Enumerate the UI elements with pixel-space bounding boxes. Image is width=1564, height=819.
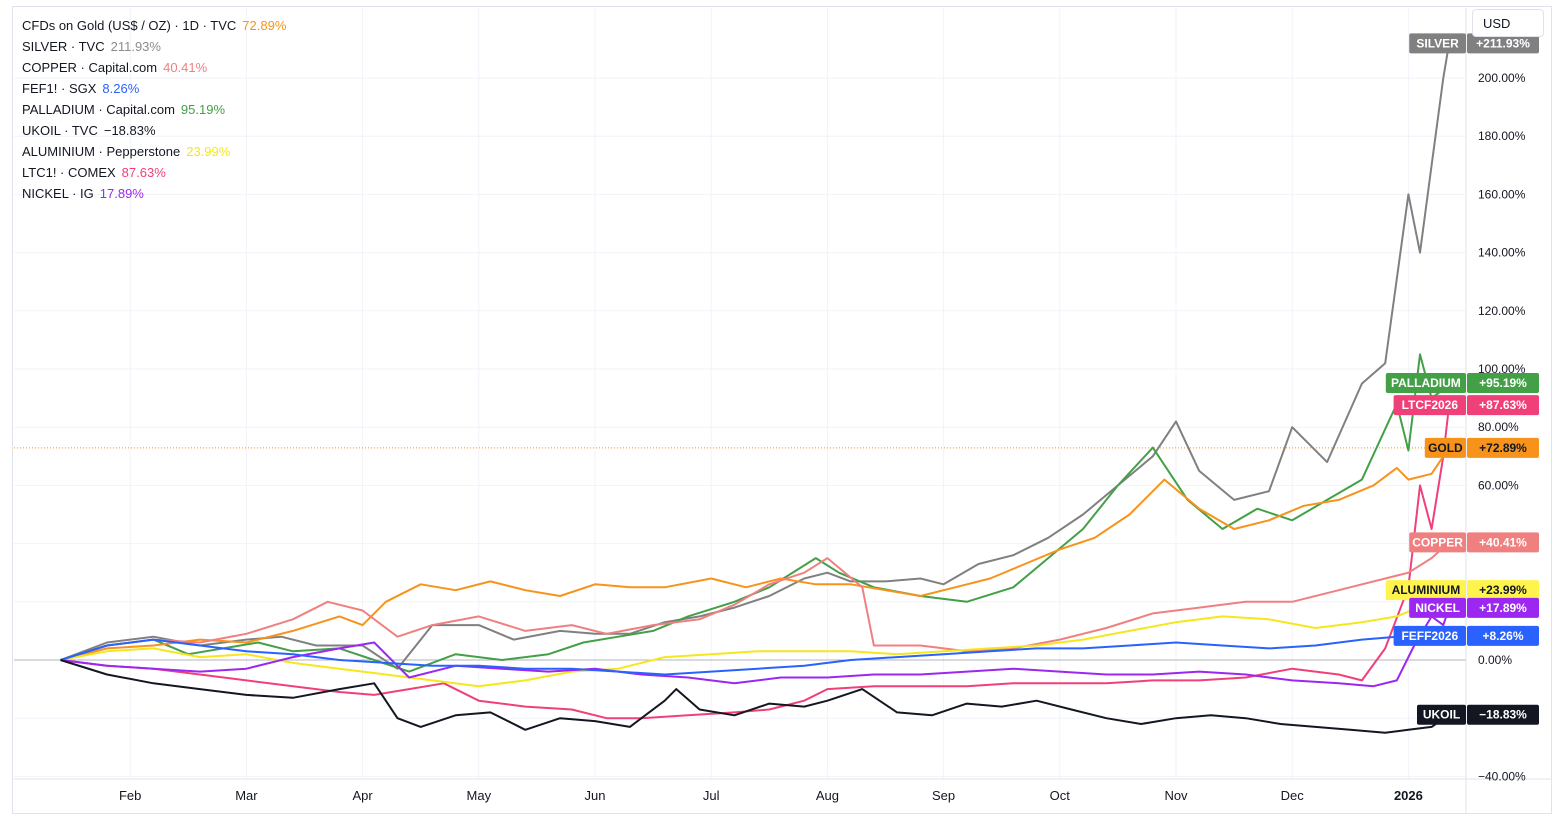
series-line-ukoil[interactable]	[60, 659, 1450, 734]
chart-frame	[12, 6, 1552, 814]
legend-label: CFDs on Gold (US$ / OZ) · 1D · TVC	[22, 18, 237, 33]
legend-item[interactable]: NICKEL · IG 17.89%	[22, 183, 286, 204]
series-tag-aluminium: ALUMINIUM +23.99%	[1385, 580, 1539, 601]
x-tick-label: Mar	[235, 788, 258, 803]
legend-item[interactable]: UKOIL · TVC −18.83%	[22, 120, 286, 141]
axes: 200.00% 180.00% 160.00% 140.00% 120.00% 100.0…	[14, 8, 1552, 813]
x-tick-label: May	[467, 788, 492, 803]
series-tag-value: +23.99%	[1479, 583, 1527, 597]
x-tick-label: Sep	[932, 788, 955, 803]
y-tick-label: 100.00%	[1478, 362, 1526, 376]
series-tag-value: +17.89%	[1479, 601, 1527, 615]
legend-label: LTC1! · COMEX	[22, 165, 116, 180]
legend-value: 87.63%	[121, 165, 166, 180]
y-tick-label: −40.00%	[1478, 769, 1526, 783]
y-tick-label: 0.00%	[1478, 653, 1512, 667]
y-tick-label: 60.00%	[1478, 478, 1519, 492]
legend-value: 23.99%	[186, 144, 231, 159]
series-line-palladium[interactable]	[60, 353, 1450, 673]
x-tick-label: Jun	[585, 788, 606, 803]
legend-value: 8.26%	[102, 81, 140, 96]
series-tag-name: COPPER	[1412, 535, 1463, 549]
series-tag-name: GOLD	[1428, 441, 1463, 455]
x-tick-label: Oct	[1050, 788, 1071, 803]
series-tag-palladium: PALLADIUM +95.19%	[1385, 372, 1539, 393]
y-tick-label: 120.00%	[1478, 304, 1526, 318]
y-tick-label: 180.00%	[1478, 129, 1526, 143]
y-tick-label: 80.00%	[1478, 420, 1519, 434]
series-tag-value: +8.26%	[1482, 629, 1523, 643]
series-tag-name: LTCF2026	[1402, 398, 1459, 412]
series-tag-name: SILVER	[1416, 36, 1459, 50]
series-line-nickel[interactable]	[60, 607, 1451, 688]
x-tick-label: Apr	[352, 788, 373, 803]
legend-value: 211.93%	[110, 39, 161, 54]
legend-label: ALUMINIUM · Pepperstone	[22, 144, 181, 159]
legend-item[interactable]: COPPER · Capital.com 40.41%	[22, 57, 286, 78]
series-tag-copper: COPPER +40.41%	[1409, 532, 1539, 553]
series-tag-name: FEFF2026	[1401, 629, 1458, 643]
series-tag-name: UKOIL	[1423, 708, 1460, 722]
legend-value: 72.89%	[242, 18, 287, 33]
legend-item[interactable]: FEF1! · SGX 8.26%	[22, 78, 286, 99]
series-tag-ukoil: UKOIL −18.83%	[1417, 704, 1539, 725]
legend-value: 95.19%	[180, 102, 226, 117]
y-tick-label: 200.00%	[1478, 71, 1526, 85]
legend-label: PALLADIUM · Capital.com	[22, 102, 175, 117]
series-line-copper[interactable]	[60, 541, 1450, 661]
legend-item[interactable]: LTC1! · COMEX 87.63%	[22, 162, 286, 183]
currency-label: USD	[1483, 16, 1511, 31]
series-line-ltcf2026[interactable]	[60, 404, 1451, 720]
series-line-feff2026[interactable]	[60, 634, 1450, 676]
series-tag-name: PALLADIUM	[1391, 376, 1461, 390]
series-tag-value: −18.83%	[1479, 708, 1527, 722]
series-tag-name: ALUMINIUM	[1392, 583, 1461, 597]
series-tag-feff2026: FEFF2026 +8.26%	[1393, 625, 1539, 646]
y-tick-label: 160.00%	[1478, 187, 1526, 201]
legend-value: 17.89%	[99, 186, 144, 201]
legend-label: NICKEL · IG	[22, 186, 94, 201]
series-tags: SILVER +211.93% PALLADIUM +95.19% LTCF2026 +8…	[1385, 33, 1539, 725]
legend-value: −18.83%	[103, 123, 156, 138]
x-tick-label: Aug	[816, 788, 839, 803]
series-tag-value: +87.63%	[1479, 398, 1527, 412]
legend: CFDs on Gold (US$ / OZ) · 1D · TVC 72.89%…	[22, 15, 286, 204]
legend-item[interactable]: ALUMINIUM · Pepperstone 23.99%	[22, 141, 286, 162]
legend-label: SILVER · TVC	[22, 39, 105, 54]
series-tag-value: +95.19%	[1479, 376, 1527, 390]
series-tag-value: +40.41%	[1479, 535, 1527, 549]
series-line-gold[interactable]	[60, 447, 1450, 661]
series-lines	[60, 43, 1451, 734]
x-tick-label: Dec	[1281, 788, 1305, 803]
currency-selector[interactable]: USD	[1472, 9, 1544, 37]
x-tick-label: Feb	[119, 788, 141, 803]
series-tag-value: +72.89%	[1479, 441, 1527, 455]
x-tick-label: Jul	[703, 788, 720, 803]
legend-label: FEF1! · SGX	[22, 81, 97, 96]
series-tag-silver: SILVER +211.93%	[1409, 33, 1539, 54]
series-tag-nickel: NICKEL +17.89%	[1409, 597, 1539, 618]
series-tag-value: +211.93%	[1476, 36, 1530, 50]
series-line-aluminium[interactable]	[60, 589, 1450, 688]
x-tick-label: Nov	[1164, 788, 1188, 803]
legend-label: COPPER · Capital.com	[22, 60, 158, 75]
legend-item[interactable]: CFDs on Gold (US$ / OZ) · 1D · TVC 72.89%	[22, 15, 286, 36]
series-tag-ltcf2026: LTCF2026 +87.63%	[1393, 395, 1539, 416]
y-tick-label: 140.00%	[1478, 246, 1526, 260]
series-tag-gold: GOLD +72.89%	[1424, 437, 1539, 458]
legend-value: 40.41%	[163, 60, 208, 75]
legend-label: UKOIL · TVC	[22, 123, 98, 138]
grid	[14, 8, 1466, 779]
legend-item[interactable]: PALLADIUM · Capital.com 95.19%	[22, 99, 286, 120]
series-tag-name: NICKEL	[1415, 601, 1460, 615]
series-line-silver[interactable]	[60, 43, 1451, 670]
legend-item[interactable]: SILVER · TVC 211.93%	[22, 36, 286, 57]
x-tick-label: 2026	[1394, 788, 1423, 803]
